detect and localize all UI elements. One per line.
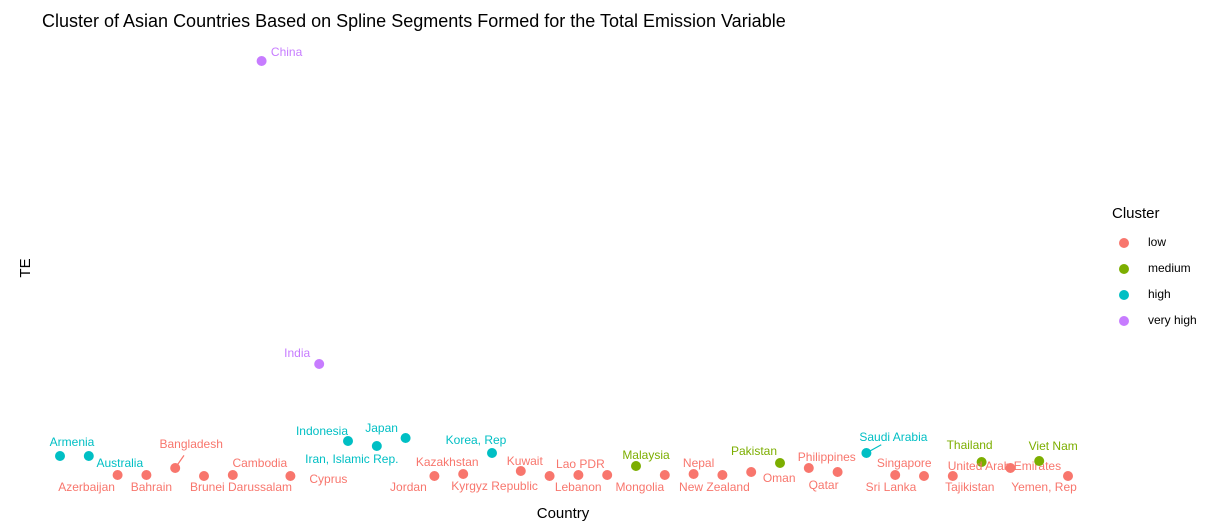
point — [890, 470, 901, 480]
point-label: Tajikistan — [945, 480, 994, 494]
legend-label: medium — [1148, 261, 1191, 275]
point — [458, 469, 469, 479]
point — [631, 461, 641, 471]
point-label: Lao PDR — [556, 457, 605, 471]
point-label: Pakistan — [731, 444, 777, 458]
point — [832, 467, 843, 477]
point — [256, 56, 267, 66]
point-label: Azerbaijan — [58, 480, 115, 494]
legend-label: high — [1148, 287, 1171, 301]
point — [919, 471, 929, 481]
point-label: Bangladesh — [160, 437, 223, 451]
chart-title: Cluster of Asian Countries Based on Spli… — [42, 11, 786, 31]
point-label: Philippines — [798, 450, 856, 464]
point-label: Oman — [763, 471, 796, 485]
x-axis-label: Country — [537, 505, 590, 522]
point — [199, 471, 209, 481]
point — [573, 470, 584, 480]
point-label: Qatar — [809, 478, 839, 492]
point-label: Bahrain — [131, 480, 172, 494]
legend-label: low — [1148, 235, 1166, 249]
point — [717, 470, 728, 480]
point-label: Malaysia — [622, 448, 670, 462]
point — [170, 463, 181, 473]
point-label: Singapore — [877, 456, 932, 470]
point-label: China — [271, 45, 303, 59]
legend-swatch — [1119, 264, 1129, 274]
point-label: India — [284, 346, 310, 360]
point — [487, 448, 497, 458]
point-label: Armenia — [50, 435, 95, 449]
point — [746, 467, 757, 477]
point-label: Yemen, Rep — [1011, 480, 1077, 494]
point — [803, 463, 814, 473]
point — [141, 470, 152, 480]
point — [400, 433, 411, 443]
point-label: Cyprus — [309, 472, 347, 486]
point — [55, 451, 65, 461]
point-label: Nepal — [683, 456, 714, 470]
point — [83, 451, 94, 461]
point-label: Japan — [365, 421, 398, 435]
point — [515, 466, 526, 476]
point-label: Iran, Islamic Rep. — [305, 452, 398, 466]
point-label: Indonesia — [296, 424, 348, 438]
legend-swatch — [1119, 316, 1129, 326]
point-label: Kyrgyz Republic — [451, 479, 538, 493]
point — [947, 471, 958, 481]
point-label: Mongolia — [615, 480, 664, 494]
point-label: Lebanon — [555, 480, 602, 494]
point — [112, 470, 123, 480]
point-label: Korea, Rep — [446, 433, 507, 447]
point — [688, 469, 699, 479]
legend-swatch — [1119, 238, 1129, 248]
point-label: Kazakhstan — [416, 455, 479, 469]
point-label: Viet Nam — [1029, 439, 1078, 453]
point — [371, 441, 382, 451]
y-axis-label: TE — [17, 258, 34, 277]
point-label: Jordan — [390, 480, 427, 494]
point-label: Thailand — [947, 438, 993, 452]
point — [429, 471, 440, 481]
point-label: Cambodia — [232, 456, 287, 470]
point-label: New Zealand — [679, 480, 750, 494]
legend-swatch — [1119, 290, 1129, 300]
point-label: Australia — [96, 456, 143, 470]
point — [314, 359, 325, 369]
point-label: United Arab Emirates — [948, 459, 1061, 473]
legend-label: very high — [1148, 313, 1197, 327]
point — [343, 436, 353, 446]
legend-title: Cluster — [1112, 205, 1160, 222]
point — [227, 470, 238, 480]
point-label: Brunei Darussalam — [190, 480, 292, 494]
point — [285, 471, 296, 481]
point — [544, 471, 555, 481]
point — [976, 457, 987, 467]
point — [775, 458, 785, 468]
point — [861, 448, 872, 458]
point — [1005, 463, 1016, 473]
point — [1063, 471, 1073, 481]
point — [1034, 456, 1045, 466]
point-label: Saudi Arabia — [859, 430, 927, 444]
point-label: Kuwait — [507, 454, 544, 468]
point — [659, 470, 670, 480]
point-label: Sri Lanka — [866, 480, 917, 494]
point — [602, 470, 613, 480]
